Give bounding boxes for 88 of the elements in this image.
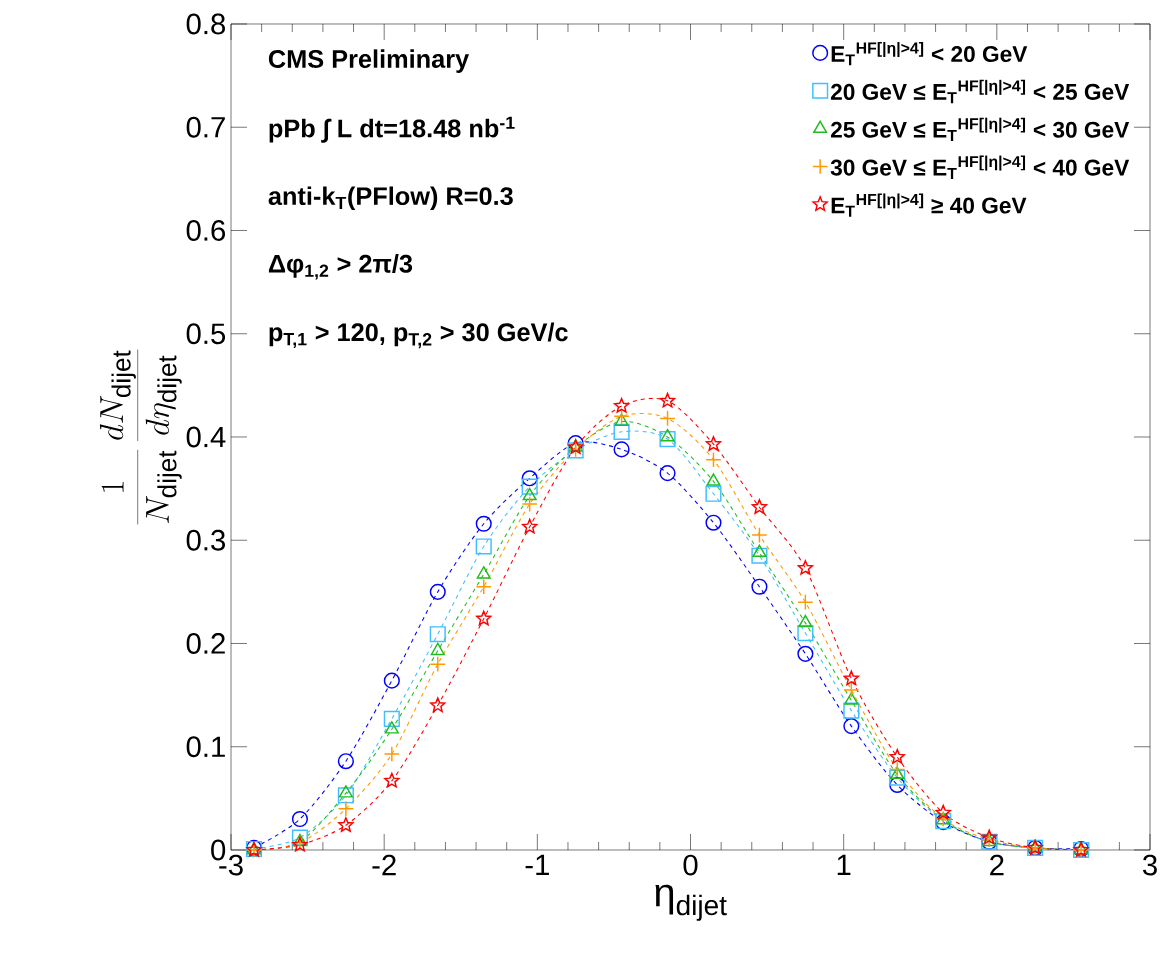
- point: [705, 451, 722, 468]
- point: [338, 785, 353, 798]
- point: [614, 413, 629, 426]
- point: [521, 470, 538, 487]
- x-tick-label: -2: [372, 854, 396, 876]
- y-tick-label: 0.8: [186, 13, 226, 35]
- point: [291, 829, 309, 846]
- point: [844, 692, 859, 705]
- point: [613, 408, 630, 425]
- x-axis-title: η$_{dijet}$: [655, 884, 727, 921]
- x-tick-label: 1: [837, 854, 851, 875]
- x-tick-label: 0: [683, 854, 698, 876]
- point: [706, 473, 721, 486]
- legend-label: 20 GeV ≤ E$_{T}$$^{HF[|η|>4]}$ < 25 GeV: [830, 79, 1130, 104]
- point: [705, 436, 722, 451]
- point: [337, 787, 354, 804]
- annotation: pPb ∫ L dt=18.48 nb$^{-1}$: [269, 116, 515, 143]
- point: [752, 544, 767, 558]
- legend-label: 30 GeV ≤ E$_{T}$$^{HF[|η|>4]}$ < 40 GeV: [830, 155, 1130, 179]
- point: [475, 538, 492, 555]
- x-tick-label: -1: [525, 854, 549, 875]
- point: [384, 772, 400, 788]
- legend-label: E$_{T}$$^{HF[|η|>4]}$ < 20 GeV: [831, 41, 1028, 66]
- legend-label: E$_{T}$$^{HF[|η|>4]}$ ≥ 40 GeV: [831, 193, 1027, 217]
- point: [338, 817, 354, 832]
- point: [384, 721, 399, 734]
- y-tick-label: 0.1: [186, 736, 225, 758]
- x-tick-label: 3: [1142, 854, 1157, 876]
- annotation: CMS Preliminary: [268, 49, 470, 73]
- point: [292, 833, 308, 847]
- point: [521, 496, 538, 513]
- point: [430, 642, 445, 656]
- point: [383, 672, 400, 689]
- point: [751, 499, 768, 514]
- y-tick-label: 0.2: [186, 633, 225, 654]
- annotation: Δφ$_{1,2}$ > 2π/3: [268, 254, 413, 280]
- point: [889, 776, 906, 794]
- point: [751, 578, 768, 595]
- point: [337, 753, 354, 770]
- y-tick-label: 0.3: [186, 529, 226, 551]
- y-tick-label: 0.6: [186, 220, 226, 241]
- point: [521, 478, 538, 495]
- point: [613, 397, 630, 413]
- y-axis-title: $\frac{1}{N_{\mathrm{dijet}}}\,\frac{dN_{\mathrm{dijet}}}{d\eta_{\mathrm{dijet}}}$: [99, 349, 182, 525]
- x-tick-label: 2: [990, 854, 1004, 876]
- y-tick-label: 0.7: [186, 116, 225, 138]
- point: [843, 718, 860, 735]
- point: [476, 566, 491, 579]
- point: [843, 681, 860, 699]
- point: [705, 485, 722, 502]
- point: [889, 761, 906, 778]
- point: [889, 749, 905, 764]
- point: [797, 645, 814, 662]
- point: [935, 804, 951, 820]
- point: [659, 430, 676, 448]
- point: [797, 625, 814, 642]
- point: [659, 392, 676, 408]
- point: [843, 670, 860, 686]
- point: [337, 800, 354, 817]
- annotation: p$_{T,1}$ > 120, p$_{T,2}$ > 30 GeV/c: [269, 322, 568, 349]
- point: [291, 810, 309, 828]
- point: [430, 697, 446, 713]
- point: [798, 614, 813, 628]
- point: [659, 465, 676, 482]
- y-tick-label: 0.4: [186, 426, 226, 448]
- point: [475, 578, 492, 595]
- point: [890, 766, 905, 780]
- point: [660, 428, 675, 442]
- point: [659, 410, 676, 427]
- legend-label: 25 GeV ≤ E$_{T}$$^{HF[|η|>4]}$ < 30 GeV: [830, 117, 1130, 142]
- point: [797, 560, 814, 575]
- point: [751, 547, 768, 564]
- point: [751, 527, 768, 544]
- point: [429, 626, 446, 643]
- point: [521, 518, 538, 534]
- point: [475, 515, 492, 532]
- point: [383, 745, 400, 763]
- y-tick-label: 0.5: [186, 323, 226, 345]
- annotation: anti-k$_{T}$(PFlow) R=0.3: [268, 186, 513, 211]
- point: [476, 610, 492, 626]
- point: [429, 656, 446, 673]
- point: [429, 583, 446, 600]
- point: [797, 594, 814, 611]
- point: [522, 487, 537, 501]
- point: [889, 769, 906, 786]
- point: [705, 514, 722, 531]
- point: [613, 441, 630, 458]
- point: [383, 710, 400, 727]
